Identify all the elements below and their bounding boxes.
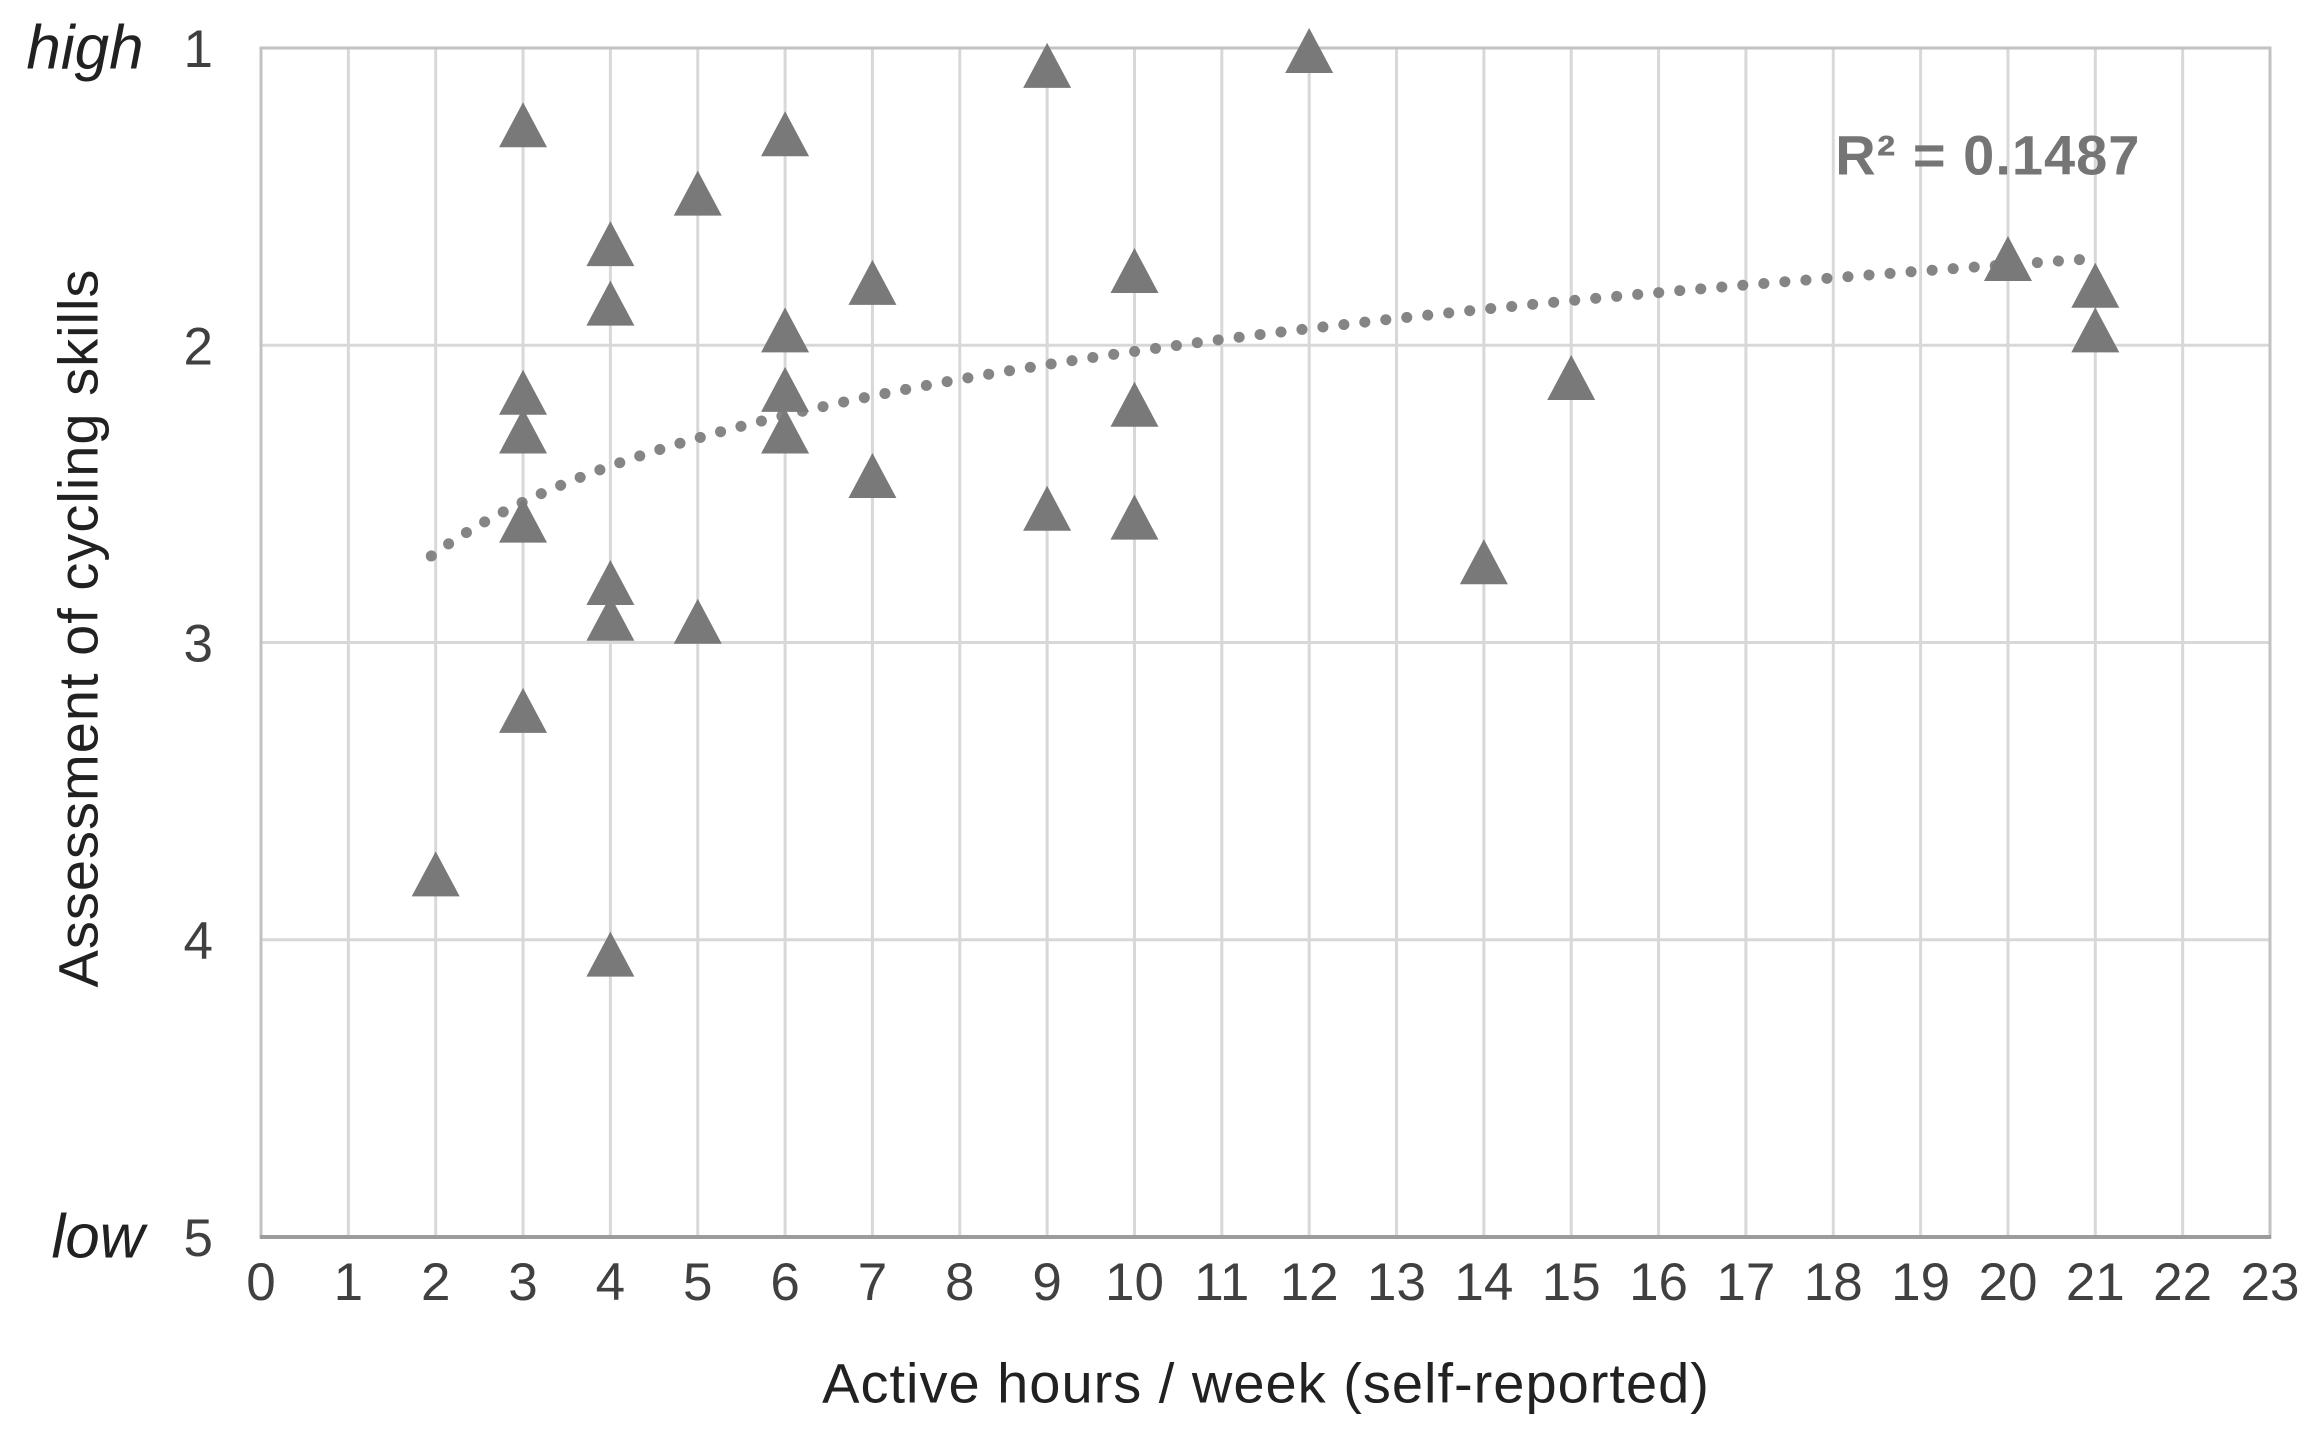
data-point-triangle [1459,539,1508,585]
data-point-triangle [673,598,722,644]
data-point-triangle [1023,485,1072,531]
trendline-dotted [425,252,2106,562]
x-tick-label: 11 [1194,1253,1249,1312]
data-point-triangle [499,102,548,148]
data-point-triangle [1547,354,1596,400]
x-tick-label: 17 [1716,1253,1775,1312]
x-tick-label: 15 [1542,1253,1601,1312]
x-tick-label: 18 [1804,1253,1863,1312]
x-tick-label: 8 [945,1253,974,1312]
data-point-triangle [586,931,635,977]
data-point-triangle [1110,494,1159,540]
data-point-triangle [586,560,635,606]
x-tick-label: 5 [683,1253,712,1312]
data-point-triangle [411,851,460,897]
x-tick-label: 13 [1367,1253,1426,1312]
x-tick-label: 9 [1032,1253,1061,1312]
data-point-triangle [586,595,635,641]
data-point-triangle [1983,236,2032,282]
data-point-triangle [673,170,722,216]
x-tick-label: 0 [246,1253,275,1312]
data-point-triangle [499,408,548,454]
y-axis-low-label: low [51,1202,145,1272]
data-point-triangle [2071,307,2120,353]
data-point-triangle [761,366,810,412]
data-point-triangle [761,111,810,157]
x-tick-label: 7 [858,1253,887,1312]
y-tick-label: 2 [184,317,213,376]
data-point-triangle [848,453,897,499]
r-squared-label: R² = 0.1487 [1835,123,2141,187]
x-tick-label: 19 [1891,1253,1950,1312]
data-point-triangle [848,259,897,305]
x-tick-label: 22 [2153,1253,2212,1312]
x-tick-label: 20 [1978,1253,2037,1312]
x-tick-label: 2 [421,1253,450,1312]
y-axis-high-label: high [26,13,144,83]
y-tick-label: 1 [184,20,213,79]
data-point-triangle [1285,27,1334,73]
y-axis-title: Assessment of cycling skills [46,268,110,988]
x-tick-label: 21 [2066,1253,2125,1312]
x-tick-label: 4 [596,1253,625,1312]
y-tick-label: 3 [184,615,213,674]
data-point-triangle [586,280,635,326]
data-point-triangle [499,497,548,543]
x-tick-label: 3 [508,1253,537,1312]
x-tick-label: 14 [1454,1253,1513,1312]
data-point-triangle [1110,381,1159,427]
data-point-triangle [761,307,810,353]
x-axis-title: Active hours / week (self-reported) [822,1351,1710,1415]
x-tick-label: 1 [334,1253,363,1312]
x-tick-label: 16 [1629,1253,1688,1312]
data-point-triangle [1110,247,1159,293]
data-point-triangle [2071,262,2120,308]
x-tick-label: 12 [1280,1253,1339,1312]
data-point-triangle [761,408,810,454]
y-tick-label: 4 [184,912,213,971]
x-tick-label: 10 [1105,1253,1164,1312]
data-point-triangle [1023,42,1072,88]
x-tick-label: 6 [770,1253,799,1312]
data-point-triangle [499,687,548,733]
data-point-triangle [499,369,548,415]
data-point-triangle [586,221,635,267]
y-tick-label: 5 [184,1209,213,1268]
x-tick-label: 23 [2241,1253,2300,1312]
